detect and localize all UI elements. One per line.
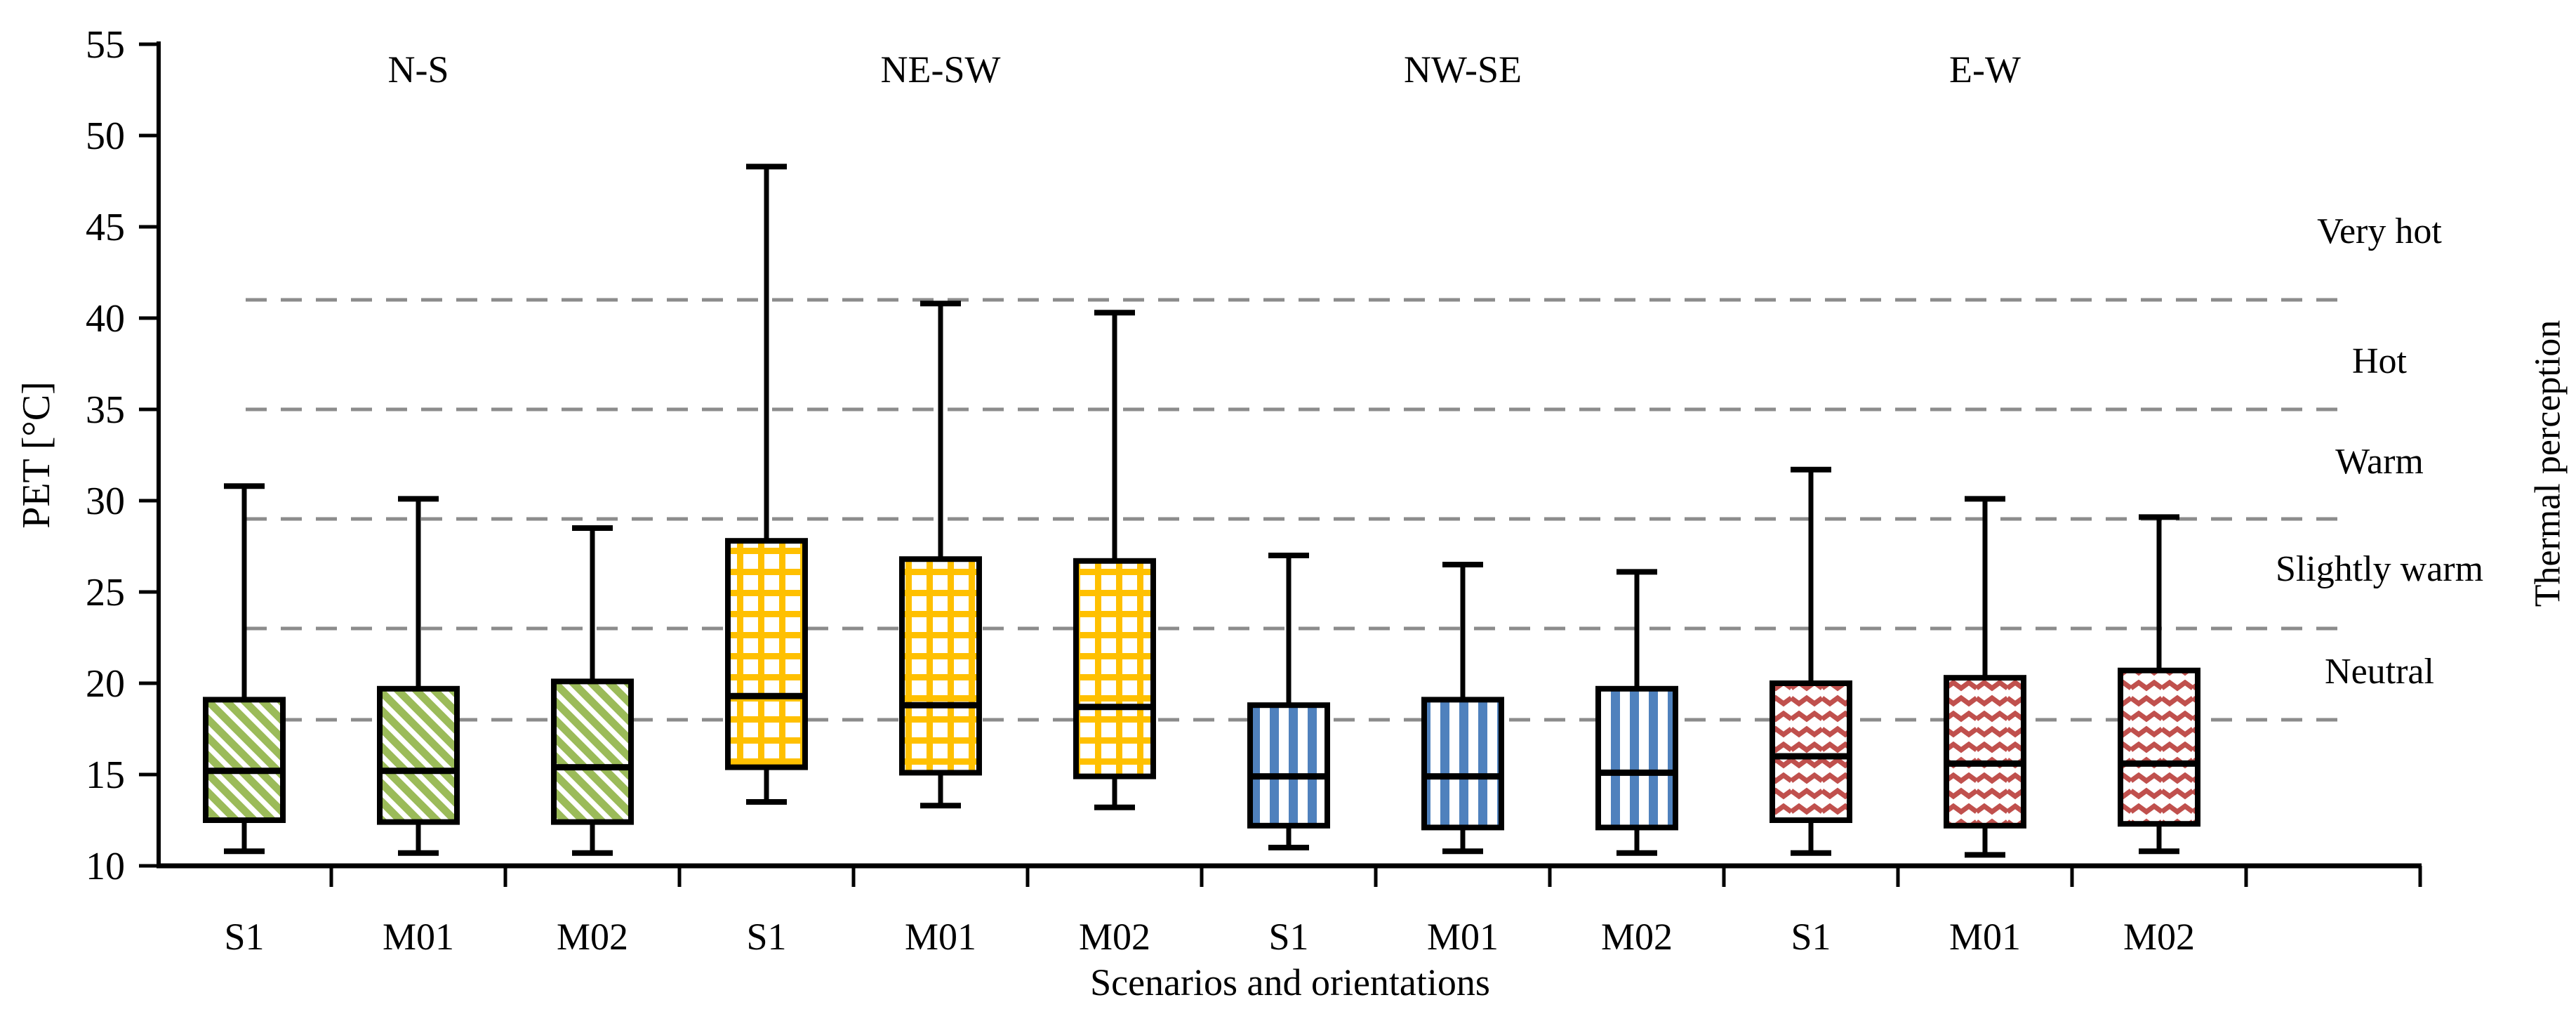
x-axis-title: Scenarios and orientations: [1090, 961, 1490, 1003]
boxes-layer: [203, 164, 2200, 858]
x-category-label: S1: [746, 916, 786, 958]
y-tick-label: 55: [86, 23, 125, 67]
axis-text-layer: 10 15 20 25 30 35 40 45 50 55 S1 M01 M02 S1 M01 M02 S1 M0…: [86, 23, 2195, 958]
box-E-W-S1: [1770, 466, 1852, 856]
box-N-S-M01: [377, 496, 460, 856]
x-category-label: M02: [1079, 916, 1150, 958]
x-category-label: S1: [1791, 916, 1831, 958]
x-category-label: M01: [1949, 916, 2021, 958]
right-axis-title: Thermal perception: [2528, 320, 2568, 607]
group-label-nwse: NW-SE: [1404, 48, 1522, 91]
y-tick-label: 35: [86, 388, 125, 432]
y-tick-label: 45: [86, 206, 125, 249]
x-category-label: S1: [224, 916, 264, 958]
y-axis-title: PET [°C]: [15, 381, 58, 529]
y-tick-label: 40: [86, 297, 125, 341]
thermal-label-warm: Warm: [2335, 442, 2424, 482]
group-label-ew: E-W: [1949, 48, 2021, 91]
group-label-nesw: NE-SW: [880, 48, 1001, 91]
y-tick-label: 30: [86, 480, 125, 523]
x-category-label: M01: [383, 916, 454, 958]
y-tick-label: 20: [86, 662, 125, 706]
y-tick-label: 10: [86, 845, 125, 888]
thermal-label-slightly-warm: Slightly warm: [2275, 549, 2484, 589]
y-tick-label: 15: [86, 753, 125, 797]
box-NE-SW-S1: [725, 164, 808, 805]
box-E-W-M02: [2118, 514, 2200, 855]
thermal-label-hot: Hot: [2352, 341, 2407, 381]
box-NE-SW-M01: [899, 301, 982, 809]
x-category-label: M02: [2123, 916, 2195, 958]
box-N-S-M02: [551, 525, 634, 856]
axes-layer: [139, 41, 2422, 887]
x-category-label: M01: [905, 916, 976, 958]
box-NW-SE-M02: [1595, 569, 1678, 856]
x-category-label: S1: [1268, 916, 1308, 958]
group-label-ns: N-S: [387, 48, 449, 91]
thermal-label-neutral: Neutral: [2325, 652, 2434, 692]
box-NW-SE-M01: [1421, 562, 1504, 855]
x-category-label: M01: [1427, 916, 1499, 958]
y-tick-label: 25: [86, 571, 125, 614]
y-tick-label: 50: [86, 114, 125, 158]
reference-lines-layer: [246, 298, 2337, 722]
x-category-label: M02: [1601, 916, 1673, 958]
box-NE-SW-M02: [1073, 310, 1156, 810]
thermal-label-very-hot: Very hot: [2317, 211, 2442, 251]
x-category-label: M02: [557, 916, 628, 958]
box-N-S-S1: [203, 483, 286, 855]
box-NW-SE-S1: [1247, 553, 1330, 850]
box-E-W-M01: [1944, 496, 2026, 858]
